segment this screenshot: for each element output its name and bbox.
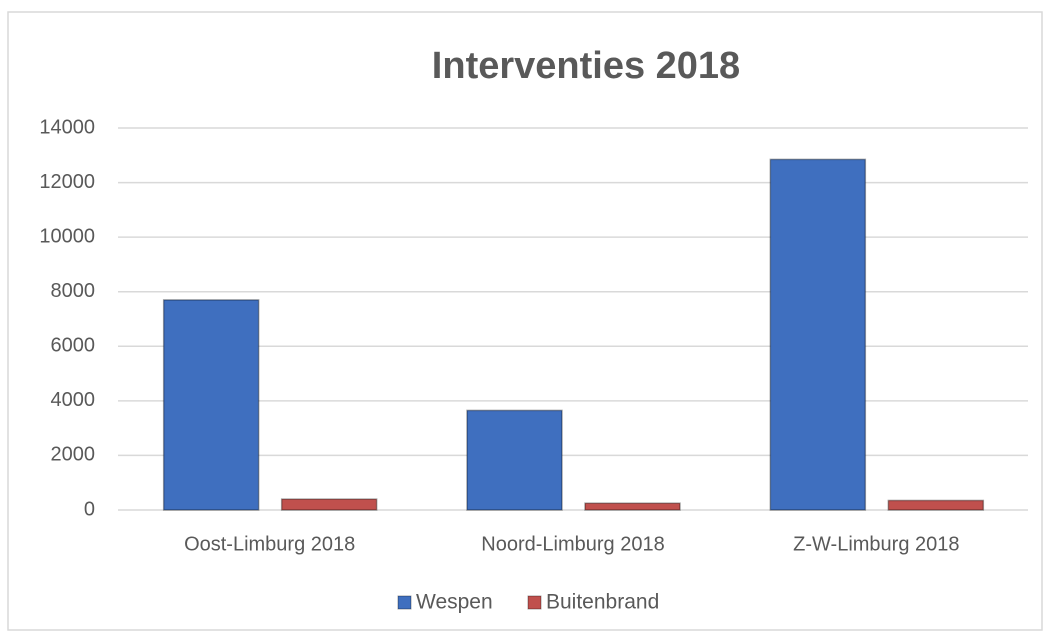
- x-tick-label: Noord-Limburg 2018: [481, 533, 664, 555]
- y-tick-label: 6000: [51, 335, 96, 357]
- bar: [887, 499, 985, 511]
- legend-swatch: [397, 595, 412, 610]
- chart-title: Interventies 2018: [432, 45, 740, 87]
- legend-label: Wespen: [416, 591, 493, 614]
- bar: [769, 158, 867, 511]
- bar: [584, 502, 681, 511]
- legend-label: Buitenbrand: [546, 591, 659, 614]
- y-tick-label: 8000: [51, 280, 96, 302]
- y-tick-label: 2000: [51, 444, 96, 466]
- legend-swatch: [527, 595, 542, 610]
- x-tick-label: Z-W-Limburg 2018: [793, 533, 959, 555]
- y-tick-label: 4000: [51, 389, 96, 411]
- bar: [466, 409, 563, 511]
- y-tick-label: 10000: [39, 225, 95, 247]
- y-tick-label: 12000: [39, 171, 95, 193]
- bar: [280, 498, 378, 511]
- y-tick-label: 14000: [39, 116, 95, 138]
- y-tick-label: 0: [84, 498, 95, 520]
- x-tick-label: Oost-Limburg 2018: [184, 533, 355, 555]
- bar: [162, 299, 260, 511]
